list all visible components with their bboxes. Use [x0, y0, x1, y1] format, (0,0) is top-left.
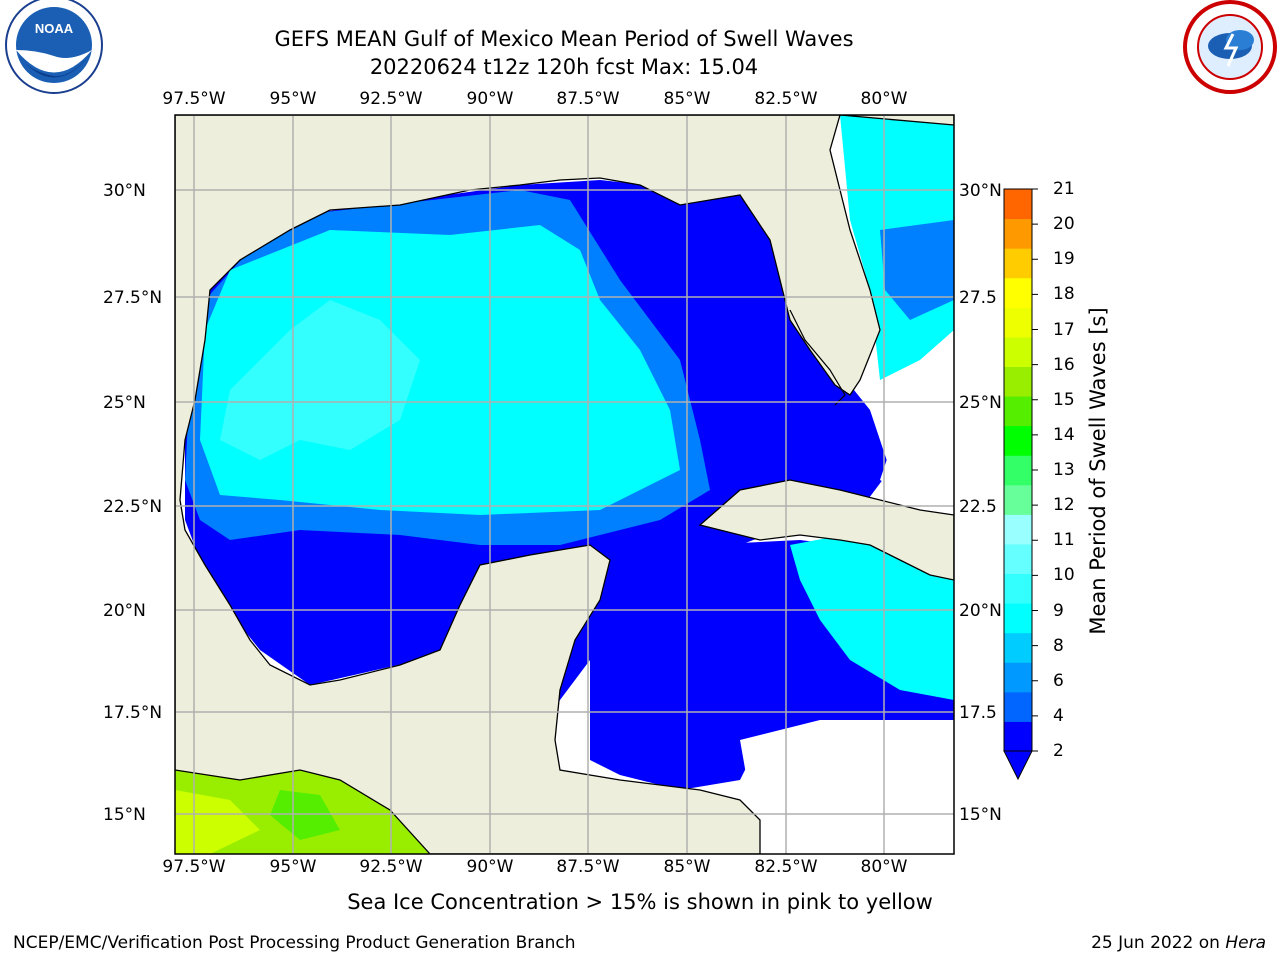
colorbar-tick-label: 9 — [1053, 600, 1064, 621]
colorbar-tick-label: 6 — [1053, 670, 1064, 691]
lon-tick-bottom: 97.5°W — [162, 857, 226, 877]
colorbar-tick-label: 18 — [1053, 284, 1075, 305]
chart-subtitle: 20220624 t12z 120h fcst Max: 15.04 — [369, 55, 759, 79]
colorbar-tick-label: 21 — [1053, 179, 1075, 199]
noaa-logo: NOAA — [5, 0, 103, 94]
colorbar-segment — [1004, 721, 1032, 752]
caribbean-missing-region — [740, 720, 954, 854]
colorbar-segment — [1004, 573, 1032, 604]
colorbar-tick-label: 20 — [1053, 214, 1075, 235]
lon-tick-top: 95°W — [269, 89, 317, 109]
land-florida-keys — [789, 309, 846, 406]
colorbar-segment — [1004, 218, 1032, 249]
nws-logo — [1183, 0, 1277, 94]
colorbar-tick-label: 19 — [1053, 249, 1075, 270]
lon-tick-bottom: 90°W — [466, 857, 514, 877]
lat-tick-left: 22.5°N — [103, 497, 163, 517]
lat-tick-left: 15°N — [103, 805, 146, 825]
colorbar-segment — [1004, 425, 1032, 456]
colorbar-extend-triangle — [1003, 750, 1033, 781]
colorbar-segment — [1004, 603, 1032, 634]
sea-ice-note: Sea Ice Concentration > 15% is shown in … — [347, 890, 933, 914]
lon-tick-top: 87.5°W — [556, 89, 620, 109]
lon-tick-bottom: 92.5°W — [359, 857, 423, 877]
colorbar-segment — [1004, 189, 1032, 220]
lat-tick-right: 25°N — [959, 393, 1002, 413]
gulf-light-cyan-region — [220, 300, 420, 460]
lat-tick-left: 27.5°N — [103, 288, 163, 308]
colorbar-tick-label: 17 — [1053, 319, 1075, 340]
colorbar-segment — [1004, 455, 1032, 486]
lat-tick-left: 30°N — [103, 181, 146, 201]
pacific-bright-green-spot — [270, 790, 340, 840]
colorbar-segment — [1004, 662, 1032, 693]
lon-tick-bottom: 80°W — [860, 857, 908, 877]
land-cuba — [698, 479, 954, 581]
colorbar-segment — [1004, 336, 1032, 367]
colorbar-label: Mean Period of Swell Waves [s] — [1086, 307, 1110, 635]
colorbar-tick-label: 16 — [1053, 354, 1075, 375]
colorbar-segment — [1004, 632, 1032, 663]
land-north-america — [175, 115, 954, 854]
lat-tick-right: 15°N — [959, 805, 1002, 825]
colorbar-segment — [1004, 277, 1032, 308]
noaa-logo-text: NOAA — [35, 21, 74, 36]
colorbar-segment — [1004, 691, 1032, 722]
colorbar-segment — [1004, 543, 1032, 575]
lon-tick-bottom: 95°W — [269, 857, 317, 877]
lat-tick-right: 17.5 — [959, 703, 997, 723]
footer-credit: NCEP/EMC/Verification Post Processing Pr… — [13, 933, 576, 953]
footer-date: 25 Jun 2022 on Hera — [1091, 933, 1266, 953]
lat-tick-left: 17.5°N — [103, 703, 163, 723]
lon-tick-bottom: 85°W — [663, 857, 711, 877]
colorbar-segment — [1004, 514, 1032, 545]
colorbar-segment — [1004, 366, 1032, 397]
colorbar-segment — [1004, 484, 1032, 515]
chart-title: GEFS MEAN Gulf of Mexico Mean Period of … — [274, 27, 854, 51]
lat-tick-left: 20°N — [103, 601, 146, 621]
colorbar-tick-label: 10 — [1053, 565, 1075, 586]
map-area — [175, 115, 954, 854]
pacific-yellow-region — [175, 790, 260, 854]
footer-date-text: 25 Jun 2022 on — [1091, 933, 1226, 953]
lon-tick-bottom: 87.5°W — [556, 857, 620, 877]
lat-tick-left: 25°N — [103, 393, 146, 413]
colorbar-tick-label: 13 — [1053, 460, 1075, 480]
atlantic-blue-region — [880, 220, 954, 320]
lon-tick-top: 92.5°W — [359, 89, 423, 109]
colorbar — [1003, 188, 1038, 781]
lon-tick-top: 82.5°W — [754, 89, 818, 109]
colorbar-tick-label: 4 — [1053, 705, 1064, 726]
lon-tick-top: 85°W — [663, 89, 711, 109]
colorbar-tick-label: 11 — [1053, 530, 1075, 551]
east-shelf-missing — [880, 420, 954, 520]
lat-tick-right: 27.5 — [959, 288, 997, 308]
lon-tick-top: 97.5°W — [162, 89, 226, 109]
colorbar-tick-label: 2 — [1053, 741, 1064, 761]
lat-tick-right: 22.5 — [959, 497, 997, 517]
caribbean-cyan-region — [790, 530, 954, 700]
colorbar-tick-label: 14 — [1053, 424, 1075, 445]
lon-tick-top: 80°W — [860, 89, 908, 109]
footer-host: Hera — [1225, 933, 1266, 953]
lon-tick-bottom: 82.5°W — [754, 857, 818, 877]
colorbar-segment — [1004, 307, 1032, 338]
lon-tick-top: 90°W — [466, 89, 514, 109]
colorbar-tick-label: 12 — [1053, 495, 1075, 516]
lat-tick-right: 30°N — [959, 181, 1002, 201]
lat-tick-right: 20°N — [959, 601, 1002, 621]
colorbar-segment — [1004, 396, 1032, 427]
colorbar-segment — [1004, 248, 1032, 279]
colorbar-tick-label: 15 — [1053, 389, 1075, 410]
map-frame — [174, 114, 955, 855]
map-grid — [175, 115, 954, 854]
colorbar-tick-label: 8 — [1053, 635, 1064, 656]
